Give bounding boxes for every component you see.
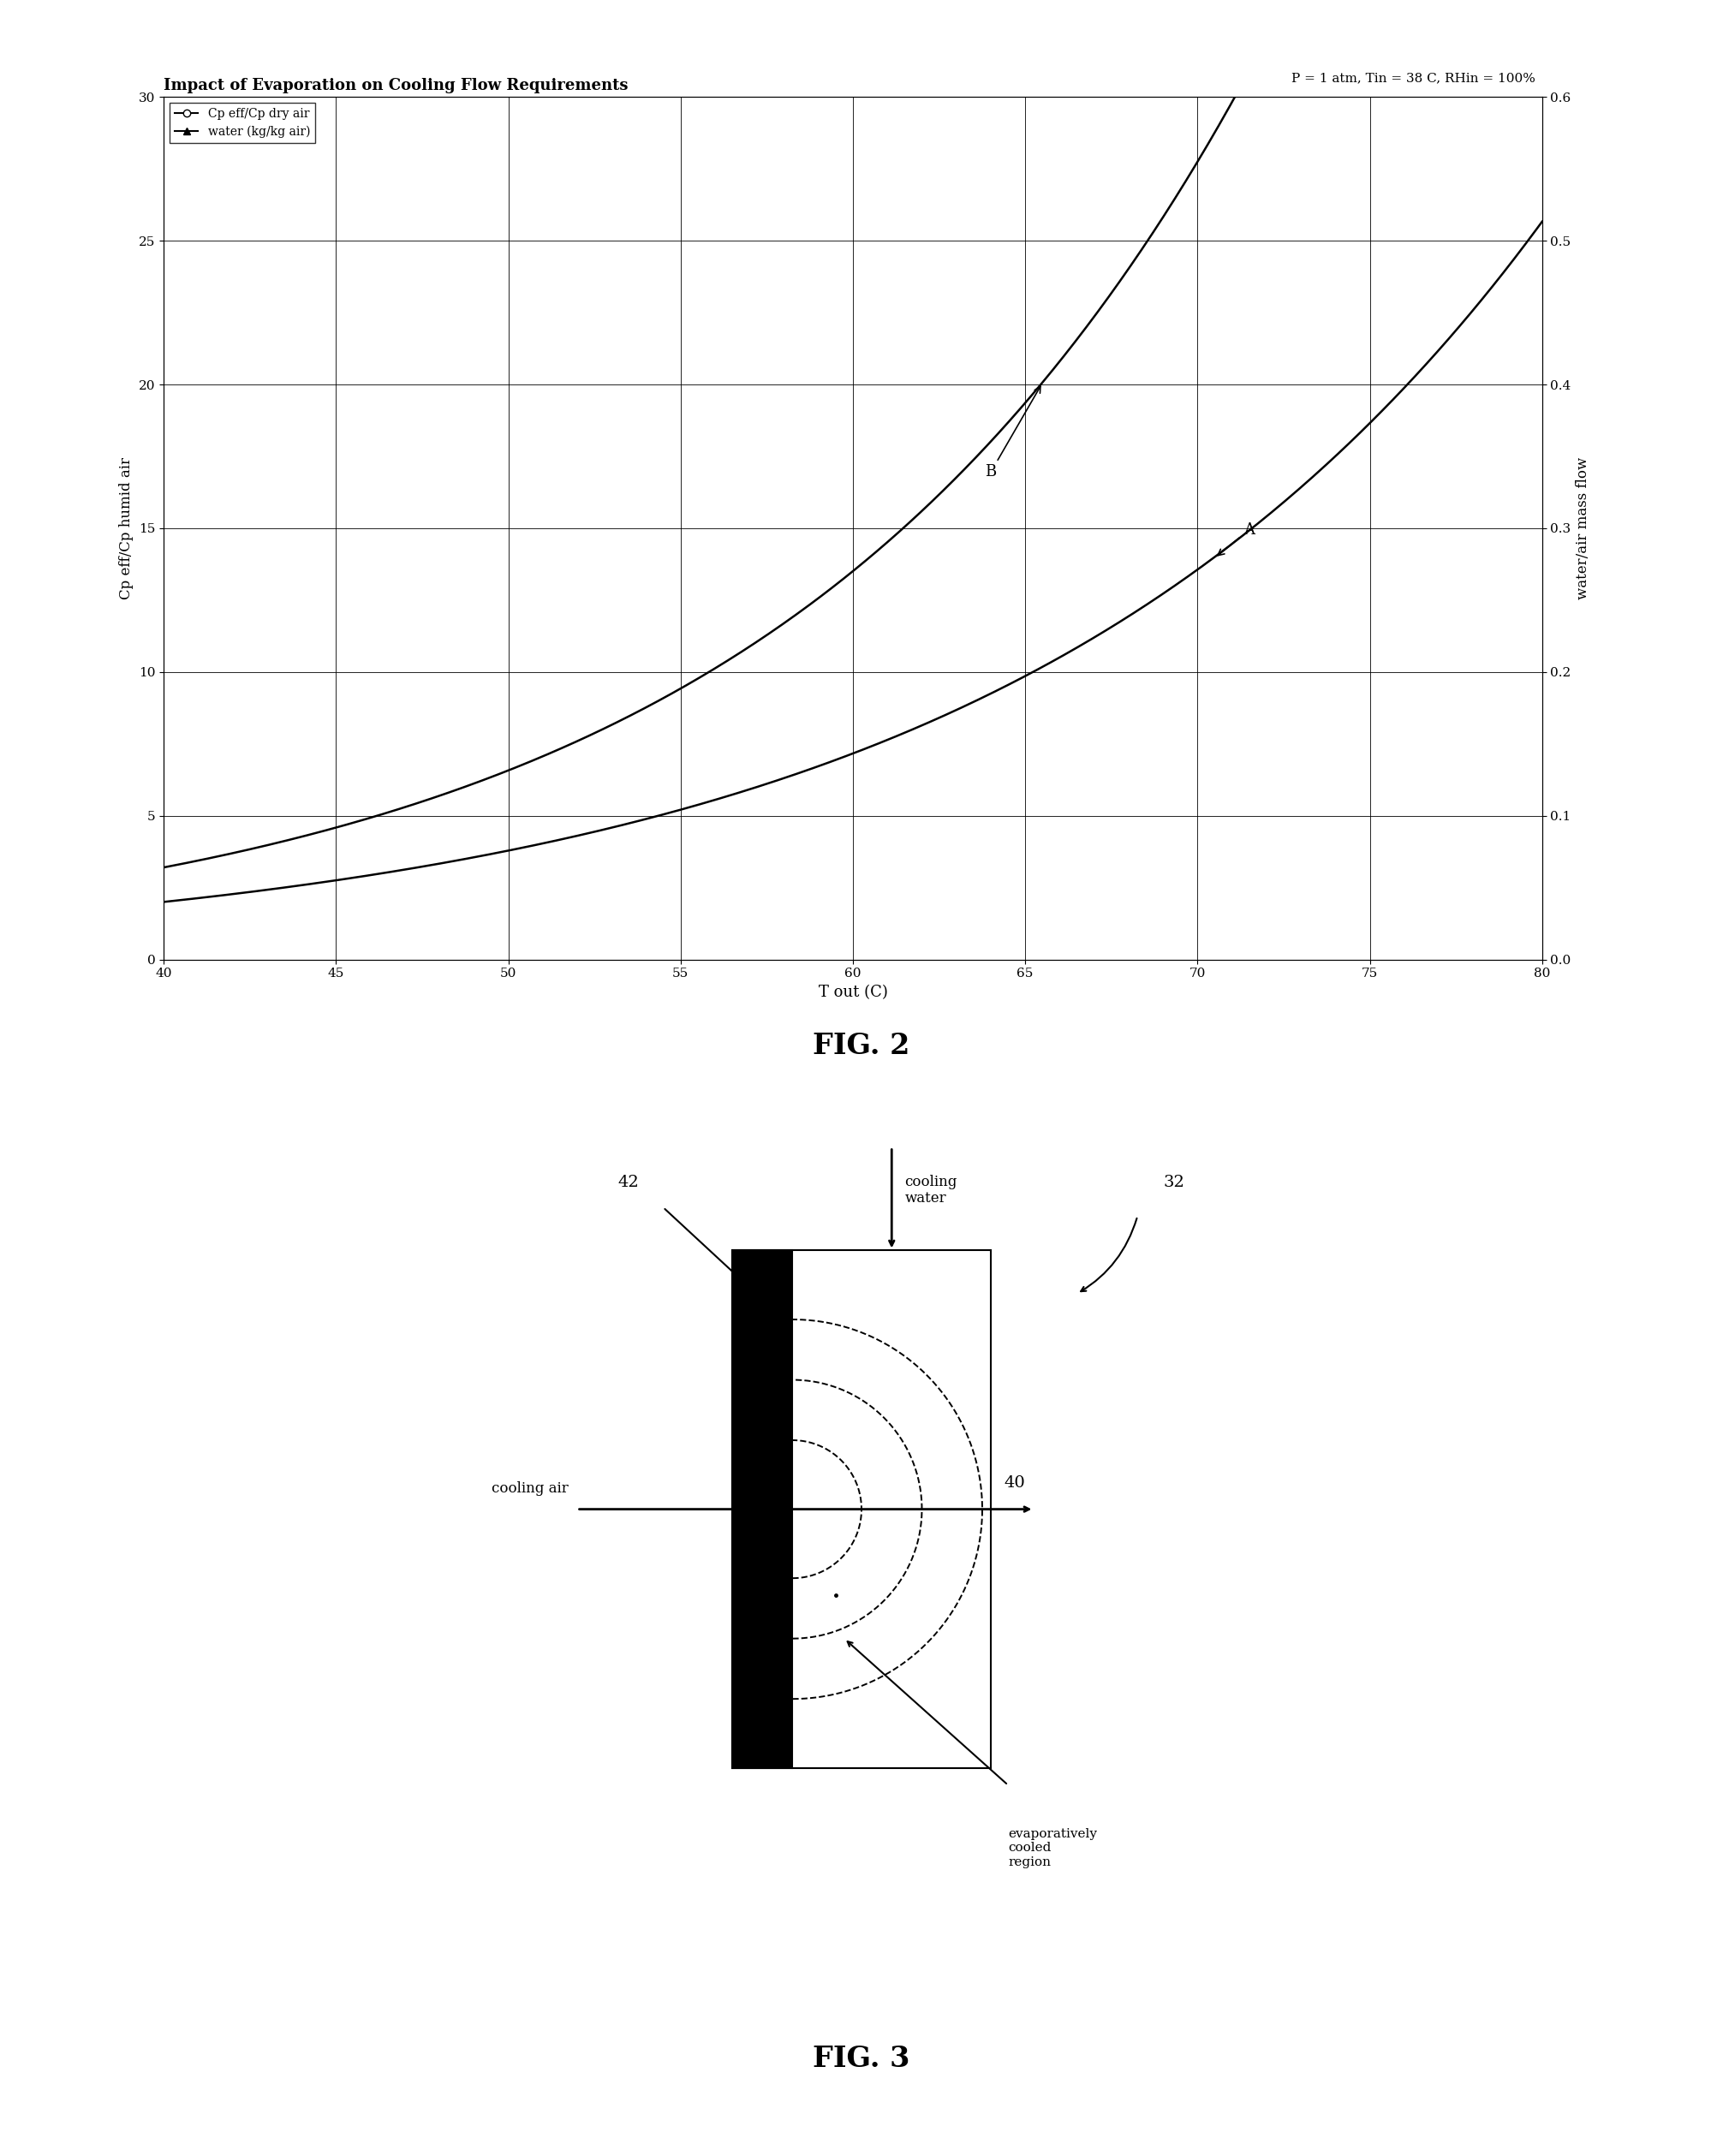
Text: P = 1 atm, Tin = 38 C, RHin = 100%: P = 1 atm, Tin = 38 C, RHin = 100% (1291, 71, 1535, 84)
Y-axis label: Cp eff/Cp humid air: Cp eff/Cp humid air (119, 457, 134, 599)
Text: cooling
water: cooling water (905, 1175, 958, 1205)
Text: FIG. 2: FIG. 2 (813, 1031, 910, 1061)
Text: B: B (986, 386, 1041, 481)
Text: 32: 32 (1163, 1175, 1185, 1190)
Bar (732, 1250, 793, 1768)
Bar (732, 1250, 991, 1768)
Text: FIG. 3: FIG. 3 (813, 2044, 910, 2074)
X-axis label: T out (C): T out (C) (818, 985, 887, 1000)
Legend: Cp eff/Cp dry air, water (kg/kg air): Cp eff/Cp dry air, water (kg/kg air) (169, 103, 315, 142)
Y-axis label: water/air mass flow: water/air mass flow (1577, 457, 1590, 599)
Text: evaporatively
cooled
region: evaporatively cooled region (1008, 1828, 1098, 1867)
Text: Impact of Evaporation on Cooling Flow Requirements: Impact of Evaporation on Cooling Flow Re… (164, 78, 629, 93)
Text: cooling air: cooling air (491, 1481, 569, 1496)
Text: A: A (1218, 522, 1254, 556)
Text: 42: 42 (619, 1175, 639, 1190)
Text: 40: 40 (1005, 1475, 1025, 1492)
